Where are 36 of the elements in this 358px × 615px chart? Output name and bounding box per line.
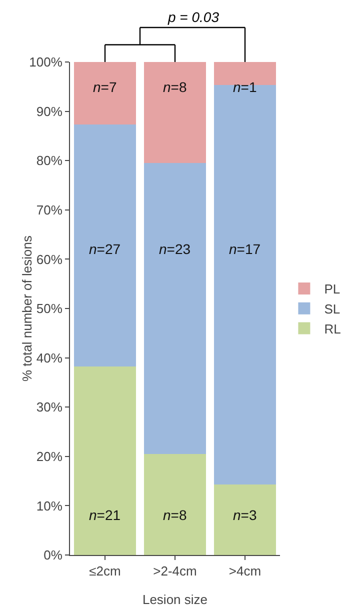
y-tick-label: 20% [36,448,63,464]
annotation: n=17 [229,241,261,257]
bar [74,124,136,367]
x-tick-label: ≤2cm [89,564,121,579]
legend-label: PL [324,282,340,297]
y-tick-label: 40% [36,350,63,366]
y-tick-label: 0% [44,548,63,563]
y-tick-label: 50% [36,301,63,316]
y-tick-label: 90% [36,104,63,119]
x-tick-label: >2-4cm [153,564,197,579]
annotation: n=8 [163,79,187,95]
annotation: n=3 [233,507,257,523]
x-tick-label: >4cm [228,564,262,579]
legend-label: RL [324,321,341,336]
x-axis-title: Lesion size [142,592,208,607]
annotation: n=8 [163,507,187,523]
y-tick-label: 60% [36,252,63,267]
legend-label: SL [324,301,340,316]
y-tick-label: 10% [36,498,63,514]
y-axis-title: % total number of lesions [19,235,34,382]
bar [144,62,206,164]
annotation: n=23 [159,241,191,257]
annotation: n=21 [89,507,121,523]
bar [214,484,276,555]
annotation: n=27 [89,241,121,257]
y-tick-label: 100% [29,54,63,70]
bar [74,62,136,125]
annotation: n=1 [233,79,257,95]
y-tick-label: 80% [36,153,63,168]
bar [144,163,206,454]
bar [144,454,206,555]
y-tick-label: 70% [36,202,63,218]
y-tick-label: 30% [36,400,63,415]
annotation: n=7 [93,79,117,95]
bar [74,366,136,555]
text: p = 0.03 [167,9,220,25]
